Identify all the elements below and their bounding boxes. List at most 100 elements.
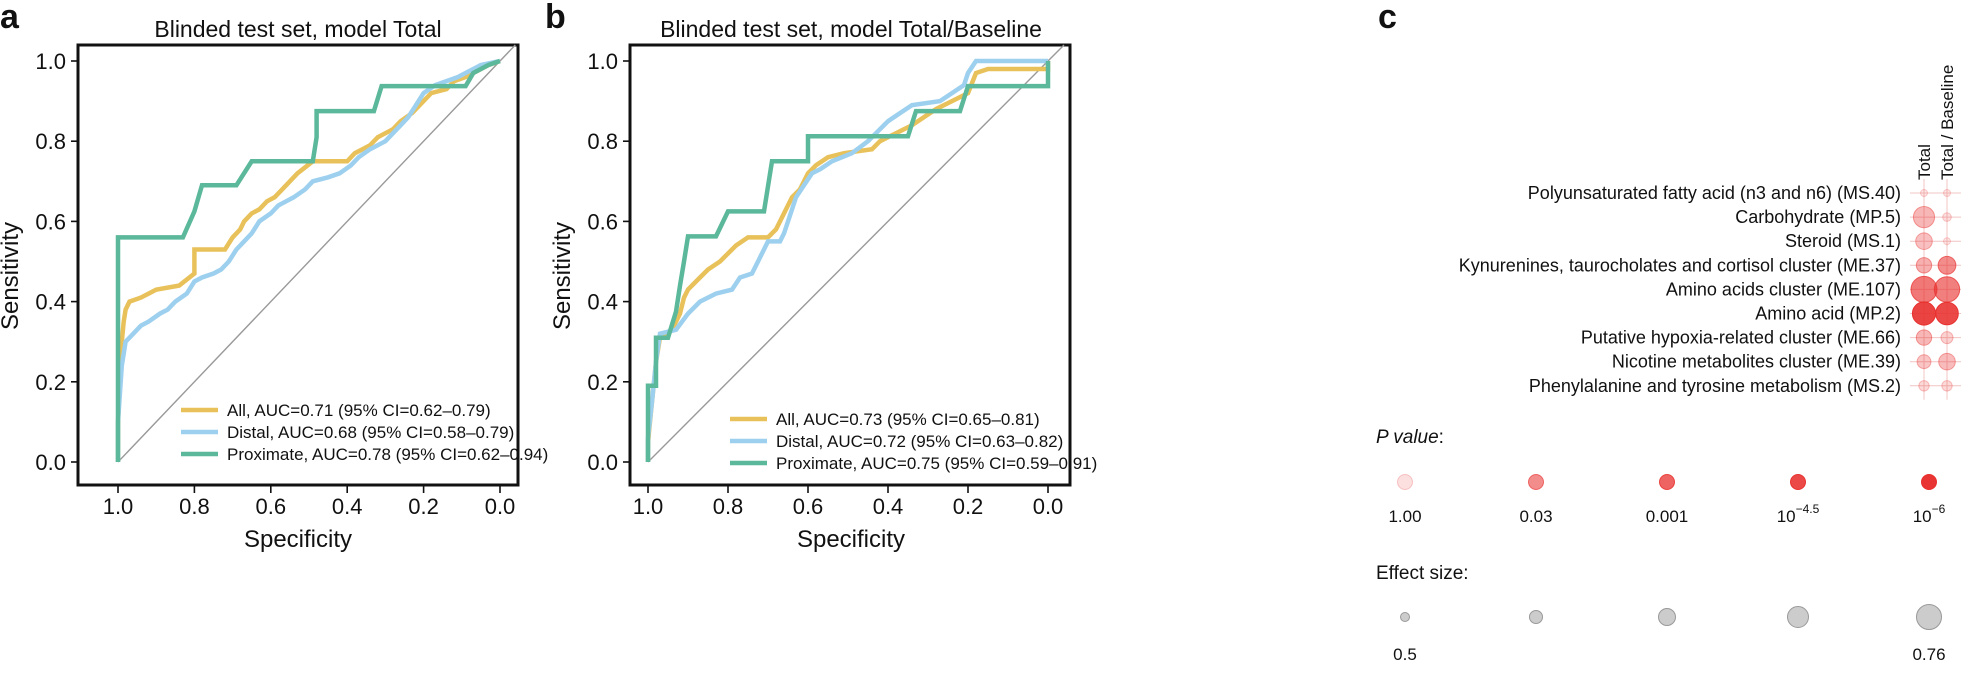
- panel-c-bubble: [1916, 354, 1932, 370]
- panel-b-y-tick-label: 0.6: [587, 209, 618, 234]
- panel-a-letter: a: [0, 0, 20, 36]
- panel-b-y-tick-label: 0.4: [587, 290, 618, 315]
- panel-b-y-axis-label: Sensitivity: [549, 222, 576, 330]
- panel-a-plot-frame: [76, 43, 520, 487]
- panel-c-bubble: [1937, 255, 1957, 275]
- p-value-legend-title: P value:: [1376, 427, 1444, 448]
- panel-c-row-label: Amino acid (MP.2): [1755, 304, 1901, 324]
- effect-size-legend-swatch: [1400, 612, 1410, 622]
- panel-c-bubble: [1920, 189, 1928, 197]
- panel-a-y-tick-label: 1.0: [35, 49, 66, 74]
- panel-b-title: Blinded test set, model Total/Baseline: [660, 16, 1042, 42]
- panel-c-bubble: [1915, 257, 1933, 274]
- panel-a-x-axis-label: Specificity: [244, 526, 352, 553]
- panel-b: b Blinded test set, model Total/Baseline…: [545, 0, 1097, 553]
- panel-c-bubble: [1942, 212, 1952, 222]
- panel-c-row-label: Polyunsaturated fatty acid (n3 and n6) (…: [1528, 183, 1901, 203]
- panel-c-bubble: [1915, 232, 1933, 250]
- panel-c-row-label: Amino acids cluster (ME.107): [1666, 279, 1901, 299]
- panel-a-proximate-roc-curve: [115, 58, 501, 462]
- effect-size-legend-label: 0.76: [1912, 645, 1945, 664]
- panel-a-x-tick-label: 1.0: [103, 494, 134, 519]
- p-value-legend-label: 0.03: [1519, 507, 1552, 526]
- panel-a-y-tick-label: 0.8: [35, 129, 66, 154]
- effect-size-legend-label: 0.5: [1393, 645, 1417, 664]
- panel-b-legend-label-proximate: Proximate, AUC=0.75 (95% CI=0.59–0.91): [776, 454, 1097, 473]
- panel-b-legend-label-distal: Distal, AUC=0.72 (95% CI=0.63–0.82): [776, 432, 1063, 451]
- panel-b-x-tick-label: 0.8: [713, 494, 744, 519]
- effect-size-legend-title: Effect size:: [1376, 563, 1469, 584]
- panel-c-column-label: Total / Baseline: [1938, 65, 1957, 180]
- panel-c-row-label: Nicotine metabolites cluster (ME.39): [1612, 352, 1901, 372]
- panel-b-y-tick-label: 0.0: [587, 450, 618, 475]
- p-value-legend-label: 0.001: [1646, 507, 1689, 526]
- panel-c: c Total Total / Baseline Polyunsaturated …: [1376, 0, 1961, 664]
- effect-size-legend-swatch: [1916, 604, 1942, 630]
- panel-a-legend-label-all: All, AUC=0.71 (95% CI=0.62–0.79): [227, 401, 491, 420]
- panel-a: a Blinded test set, model Total 1.0 0.8 0.…: [0, 0, 548, 553]
- panel-b-legend-label-all: All, AUC=0.73 (95% CI=0.65–0.81): [776, 410, 1040, 429]
- panel-b-x-tick-label: 0.2: [953, 494, 984, 519]
- p-value-legend-swatch: [1397, 474, 1413, 490]
- panel-c-row-label: Putative hypoxia-related cluster (ME.66): [1581, 328, 1901, 348]
- panel-b-diagonal-extension: [1047, 44, 1065, 62]
- panel-b-y-tick-label: 0.2: [587, 370, 618, 395]
- panel-b-all-roc-curve: [645, 61, 1051, 462]
- p-value-legend-swatch: [1659, 474, 1675, 490]
- panel-a-all-roc-curve: [115, 58, 501, 462]
- panel-c-row-label: Steroid (MS.1): [1785, 231, 1901, 251]
- panel-c-bubble: [1943, 189, 1951, 197]
- panel-a-y-tick-label: 0.2: [35, 370, 66, 395]
- panel-b-diagonal-line: [647, 60, 1049, 463]
- panel-a-diagonal-line: [117, 60, 501, 463]
- panel-b-y-tick-label: 0.8: [587, 129, 618, 154]
- p-value-legend-swatch: [1790, 474, 1806, 490]
- panel-c-bubble: [1943, 237, 1951, 246]
- panel-c-bubble: [1915, 329, 1933, 346]
- panel-b-distal-roc-curve: [645, 58, 1048, 462]
- panel-c-bubble: [1911, 301, 1937, 326]
- effect-size-legend-swatch: [1658, 608, 1676, 626]
- panel-a-legend-label-distal: Distal, AUC=0.68 (95% CI=0.58–0.79): [227, 423, 514, 442]
- effect-size-legend-swatch: [1787, 606, 1809, 628]
- panel-a-diagonal-extension: [499, 44, 516, 62]
- p-value-legend-label: 1.00: [1388, 507, 1421, 526]
- panel-a-title: Blinded test set, model Total: [154, 16, 441, 42]
- panel-c-row-label: Phenylalanine and tyrosine metabolism (M…: [1529, 376, 1901, 396]
- panel-c-bubble: [1910, 275, 1938, 303]
- panel-b-proximate-roc-curve: [645, 61, 1051, 462]
- p-value-legend-label: 10−6: [1913, 502, 1946, 526]
- panel-a-y-tick-label: 0.6: [35, 209, 66, 234]
- panel-a-x-tick-label: 0.8: [179, 494, 210, 519]
- effect-size-legend-swatch: [1529, 610, 1543, 624]
- panel-c-letter: c: [1378, 0, 1397, 36]
- panel-a-x-tick-label: 0.6: [256, 494, 287, 519]
- panel-b-plot-frame: [628, 43, 1072, 487]
- p-value-legend-swatch: [1921, 474, 1937, 490]
- p-value-legend-label: 10−4.5: [1777, 502, 1820, 526]
- panel-a-x-tick-label: 0.2: [408, 494, 439, 519]
- panel-a-x-tick-label: 0.0: [485, 494, 516, 519]
- panel-c-column-label: Total: [1915, 144, 1934, 180]
- panel-c-bubble: [1938, 352, 1956, 371]
- panel-a-y-tick-label: 0.4: [35, 290, 66, 315]
- panel-a-legend-label-proximate: Proximate, AUC=0.78 (95% CI=0.62–0.94): [227, 445, 548, 464]
- panel-c-row-label: Kynurenines, taurocholates and cortisol …: [1459, 255, 1901, 275]
- panel-b-x-tick-label: 0.4: [873, 494, 904, 519]
- panel-b-x-tick-label: 0.0: [1033, 494, 1064, 519]
- panel-c-bubble: [1940, 331, 1954, 345]
- panel-b-letter: b: [545, 0, 566, 36]
- panel-c-bubble: [1941, 380, 1953, 392]
- panel-a-y-tick-label: 0.0: [35, 450, 66, 475]
- p-value-legend-swatch: [1528, 474, 1544, 490]
- panel-a-y-axis-label: Sensitivity: [0, 222, 24, 330]
- panel-c-row-label: Carbohydrate (MP.5): [1735, 207, 1901, 227]
- panel-c-bubble: [1935, 301, 1959, 326]
- panel-a-distal-roc-curve: [115, 58, 501, 462]
- panel-b-x-tick-label: 0.6: [793, 494, 824, 519]
- panel-b-x-axis-label: Specificity: [797, 526, 905, 553]
- panel-c-bubble: [1912, 206, 1936, 229]
- panel-a-x-tick-label: 0.4: [332, 494, 363, 519]
- panel-c-bubble: [1918, 380, 1930, 392]
